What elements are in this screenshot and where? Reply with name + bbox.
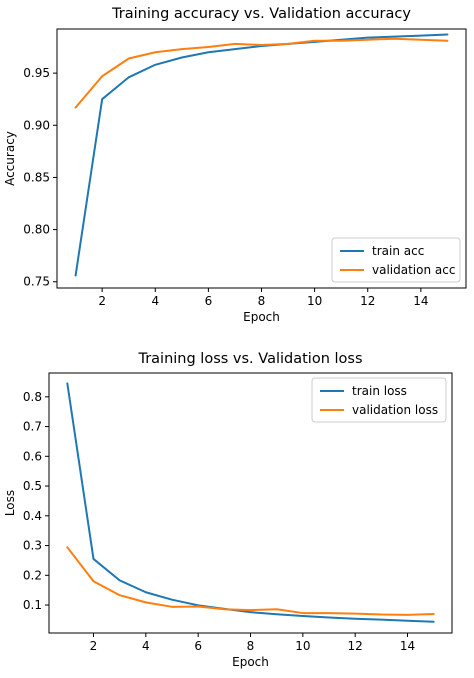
accuracy-series-line-validation-acc: [74, 37, 449, 109]
loss-x-tick-label: 2: [90, 639, 98, 653]
loss-y-tick-label: 0.1: [23, 598, 42, 612]
accuracy-x-tick-label: 10: [307, 294, 322, 308]
accuracy-y-tick-label: 0.90: [23, 118, 50, 132]
loss-series-line-validation-loss: [66, 546, 435, 616]
loss-y-tick-label: 0.6: [23, 449, 42, 463]
accuracy-x-tick-label: 14: [413, 294, 428, 308]
accuracy-legend-label: train acc: [372, 244, 424, 258]
loss-x-tick-label: 14: [400, 639, 415, 653]
accuracy-x-tick-label: 2: [98, 294, 106, 308]
accuracy-legend: train acc validation acc: [331, 237, 461, 283]
accuracy-chart: Training accuracy vs. Validation accurac…: [3, 6, 467, 324]
loss-y-tick-label: 0.5: [23, 479, 42, 493]
loss-y-tick-label: 0.4: [23, 509, 42, 523]
loss-legend: train loss validation loss: [311, 377, 447, 423]
loss-x-axis-label: Epoch: [232, 655, 269, 669]
loss-legend-box: [311, 377, 447, 423]
accuracy-y-axis-label: Accuracy: [3, 131, 17, 186]
accuracy-x-tick-label: 8: [258, 294, 266, 308]
accuracy-x-tick-label: 6: [205, 294, 213, 308]
accuracy-y-tick-label: 0.80: [23, 223, 50, 237]
loss-x-tick-label: 4: [142, 639, 150, 653]
accuracy-x-tick-label: 12: [360, 294, 375, 308]
loss-y-axis-label: Loss: [3, 490, 17, 516]
loss-series-line-train-loss: [66, 382, 435, 623]
loss-x-tick-label: 8: [247, 639, 255, 653]
loss-chart: Training loss vs. Validation loss 2 4 6 8 10 1…: [3, 351, 453, 669]
loss-y-tick-label: 0.8: [23, 390, 42, 404]
accuracy-x-axis-label: Epoch: [243, 310, 280, 324]
accuracy-series-line-train-acc: [74, 33, 449, 277]
accuracy-y-tick-label: 0.85: [23, 170, 50, 184]
loss-y-tick-label: 0.3: [23, 539, 42, 553]
loss-x-tick-label: 6: [194, 639, 202, 653]
loss-y-tick-label: 0.7: [23, 420, 42, 434]
accuracy-y-tick-label: 0.95: [23, 66, 50, 80]
accuracy-y-tick-label: 0.75: [23, 275, 50, 289]
loss-legend-label: train loss: [352, 384, 407, 398]
accuracy-legend-label: validation acc: [372, 263, 455, 277]
loss-x-tick-label: 10: [295, 639, 310, 653]
loss-legend-label: validation loss: [352, 403, 438, 417]
loss-y-tick-label: 0.2: [23, 568, 42, 582]
loss-chart-title: Training loss vs. Validation loss: [137, 351, 362, 367]
loss-x-tick-label: 12: [348, 639, 363, 653]
accuracy-chart-title: Training accuracy vs. Validation accurac…: [111, 6, 411, 22]
accuracy-x-tick-label: 4: [151, 294, 159, 308]
